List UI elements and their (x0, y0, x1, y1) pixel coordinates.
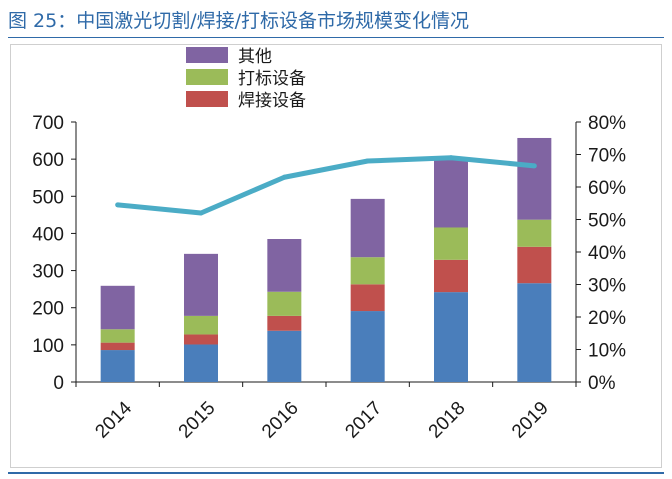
right-tick-label: 0% (588, 373, 616, 394)
line-point (448, 155, 454, 161)
line-series (117, 155, 535, 216)
x-tick-label: 2019 (508, 398, 553, 443)
bar-segment-series-3 (434, 159, 468, 228)
right-tick-label: 20% (588, 308, 626, 329)
bar-segment-series-0 (100, 350, 135, 382)
line-point (198, 210, 204, 216)
right-tick-label: 40% (588, 243, 626, 264)
bar-segment-series-2 (100, 329, 135, 343)
bar-segment-series-2 (434, 227, 468, 260)
left-tick-label: 100 (32, 336, 64, 357)
left-tick-label: 300 (32, 262, 64, 283)
bar-segment-series-2 (267, 291, 302, 316)
right-tick-label: 60% (588, 178, 626, 199)
legend-swatch (186, 47, 228, 63)
bar-segment-series-1 (184, 334, 218, 345)
bar-segment-series-2 (184, 315, 218, 335)
right-tick-label: 10% (588, 341, 626, 362)
bar-segment-series-0 (434, 292, 468, 382)
legend-label: 打标设备 (238, 69, 306, 89)
bar-segment-series-3 (100, 285, 135, 330)
x-tick-label: 2015 (175, 398, 220, 443)
x-tick-label: 2017 (341, 398, 386, 443)
left-tick-label: 600 (32, 150, 64, 171)
bar-segment-series-0 (184, 344, 218, 382)
left-tick-label: 400 (32, 224, 64, 245)
bar-segment-series-0 (267, 330, 302, 382)
left-tick-label: 0 (53, 373, 64, 394)
bar-segment-series-0 (517, 283, 552, 382)
right-tick-label: 80% (588, 113, 626, 134)
legend-label: 其他 (238, 47, 272, 67)
x-tick-label: 2018 (425, 398, 470, 443)
bar-segment-series-1 (350, 284, 385, 312)
bar-segment-series-3 (267, 239, 302, 292)
legend-label: 焊接设备 (238, 91, 306, 111)
chart-bars (100, 137, 552, 382)
x-tick-label: 2016 (258, 398, 303, 443)
x-tick-label: 2014 (91, 397, 136, 442)
bar-segment-series-3 (184, 253, 218, 316)
chart-frame (10, 44, 662, 468)
right-tick-label: 50% (588, 211, 626, 232)
bottom-divider (8, 472, 664, 474)
bar-segment-series-2 (350, 257, 385, 285)
chart-lines (115, 155, 537, 216)
bar-segment-series-1 (517, 246, 552, 284)
bar-segment-series-3 (517, 137, 552, 220)
bar-segment-series-1 (434, 259, 468, 293)
title-divider (8, 37, 664, 38)
line-point (531, 163, 537, 169)
left-tick-label: 700 (32, 113, 64, 134)
legend-swatch (186, 69, 228, 85)
left-tick-label: 500 (32, 187, 64, 208)
line-point (365, 158, 371, 164)
figure-title: 图 25：中国激光切割/焊接/打标设备市场规模变化情况 (8, 10, 470, 32)
bar-segment-series-3 (350, 198, 385, 258)
bar-segment-series-0 (350, 311, 385, 382)
right-tick-label: 30% (588, 276, 626, 297)
bar-segment-series-1 (100, 342, 135, 351)
bar-segment-series-2 (517, 219, 552, 247)
legend-swatch (186, 91, 228, 107)
right-tick-label: 70% (588, 146, 626, 167)
left-tick-label: 200 (32, 299, 64, 320)
line-point (281, 174, 287, 180)
line-point (115, 202, 121, 208)
bar-segment-series-1 (267, 315, 302, 331)
